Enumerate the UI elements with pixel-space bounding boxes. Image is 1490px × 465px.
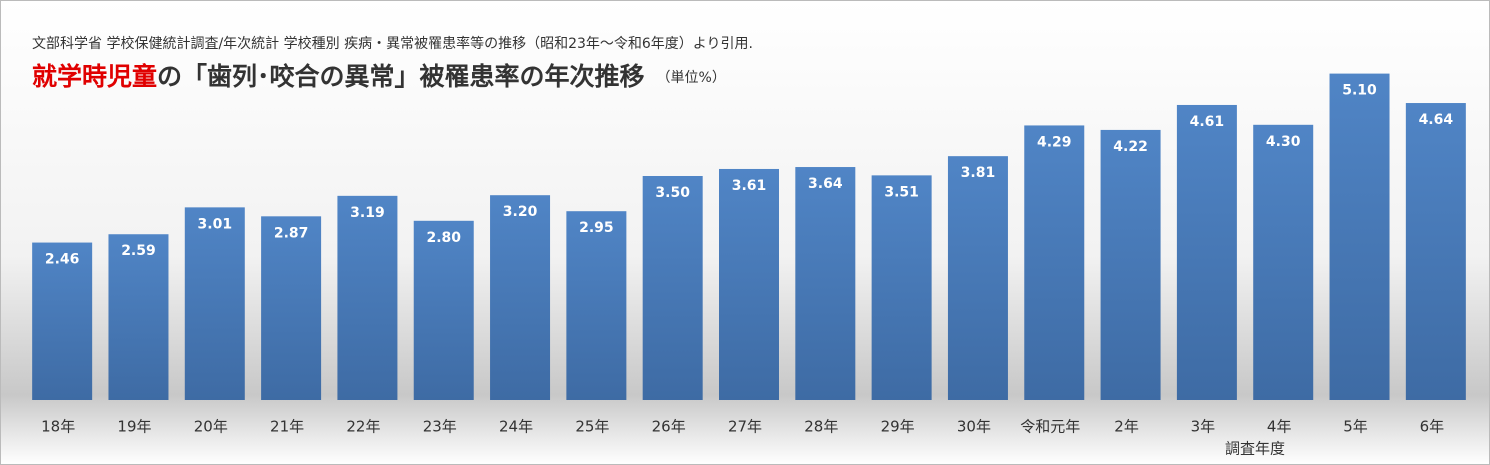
bar <box>1024 125 1085 400</box>
bar <box>1329 73 1390 400</box>
value-label: 3.81 <box>961 165 996 181</box>
bar <box>1405 103 1466 400</box>
value-label: 4.30 <box>1266 134 1301 150</box>
bar <box>947 156 1008 400</box>
title-highlight: 就学時児童 <box>32 62 157 91</box>
bar <box>642 176 703 400</box>
value-label: 3.50 <box>655 185 690 201</box>
bar <box>32 242 93 400</box>
x-tick-label: 2年 <box>1114 418 1139 436</box>
value-label: 2.59 <box>121 243 156 259</box>
x-tick-label: 29年 <box>881 418 915 436</box>
x-tick-label: 18年 <box>41 418 75 436</box>
title: 就学時児童の「歯列･咬合の異常」被罹患率の年次推移 （単位%） <box>32 62 726 91</box>
bar <box>1176 104 1237 401</box>
value-label: 5.10 <box>1342 83 1377 99</box>
x-tick-label: 令和元年 <box>1020 418 1080 436</box>
value-label: 2.95 <box>579 220 614 236</box>
bar <box>413 220 474 400</box>
value-label: 3.01 <box>198 216 233 232</box>
x-tick-label: 28年 <box>804 418 838 436</box>
title-main: の「歯列･咬合の異常」被罹患率の年次推移 <box>157 62 645 91</box>
value-label: 4.61 <box>1190 114 1225 130</box>
x-tick-label: 20年 <box>194 418 228 436</box>
bar <box>184 207 245 400</box>
bar <box>795 167 856 400</box>
value-label: 4.29 <box>1037 134 1072 150</box>
value-label: 3.19 <box>350 205 385 221</box>
x-tick-label: 19年 <box>117 418 151 436</box>
x-tick-label: 25年 <box>575 418 609 436</box>
bar <box>261 216 322 400</box>
x-tick-label: 4年 <box>1267 418 1292 436</box>
bar <box>871 175 932 400</box>
bar <box>337 195 398 400</box>
value-label: 2.87 <box>274 225 309 241</box>
unit: （単位%） <box>657 70 726 86</box>
value-label: 2.46 <box>45 252 80 268</box>
value-label: 3.20 <box>503 204 538 220</box>
x-tick-label: 24年 <box>499 418 533 436</box>
x-tick-label: 21年 <box>270 418 304 436</box>
x-tick-label: 27年 <box>728 418 762 436</box>
bar <box>719 168 779 400</box>
value-label: 3.61 <box>732 178 767 194</box>
x-tick-label: 30年 <box>957 418 991 436</box>
x-tick-label: 5年 <box>1343 418 1368 436</box>
x-tick-label: 22年 <box>346 418 380 436</box>
bar <box>1253 124 1314 401</box>
x-tick-label: 3年 <box>1191 418 1216 436</box>
x-tick-label: 6年 <box>1420 418 1445 436</box>
bar <box>1100 129 1161 401</box>
bar <box>108 234 169 400</box>
x-tick-label: 23年 <box>423 418 457 436</box>
x-axis-label: 調査年度 <box>1225 440 1285 458</box>
x-tick-label: 26年 <box>652 418 686 436</box>
value-label: 2.80 <box>426 230 461 246</box>
value-label: 4.22 <box>1113 139 1148 155</box>
bar <box>566 211 627 400</box>
bar <box>490 195 551 400</box>
value-label: 3.64 <box>808 176 843 192</box>
subtitle: 文部科学省 学校保健統計調査/年次統計 学校種別 疾病・異常被罹患率等の推移（昭… <box>32 35 753 52</box>
value-label: 4.64 <box>1419 112 1454 128</box>
value-label: 3.51 <box>884 184 919 200</box>
